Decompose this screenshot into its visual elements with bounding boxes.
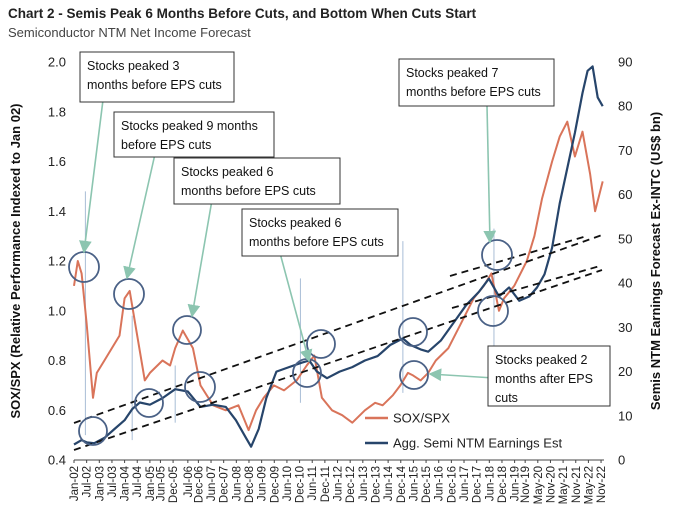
x-tick-label: Jun-14 (383, 465, 395, 501)
legend: SOX/SPX Agg. Semi NTM Earnings Est (365, 411, 562, 451)
y2-axis-title: Semis NTM Earnings Forecast Ex-INTC (US$… (648, 112, 663, 410)
callout-text: Stocks peaked 6 (181, 165, 273, 179)
x-tick-label: Dec-13 (370, 466, 382, 503)
y-tick-label: 1.2 (48, 254, 66, 269)
x-tick-label: Nov-21 (571, 466, 583, 503)
legend-earnings-label: Agg. Semi NTM Earnings Est (393, 436, 562, 451)
highlight-circle (478, 296, 508, 326)
x-tick-label: Dec-12 (345, 466, 357, 503)
highlight-circle (307, 330, 335, 358)
x-tick-label: Dec-16 (446, 466, 458, 503)
x-tick-label: Dec-08 (244, 466, 256, 503)
x-tick-label: Jun-16 (434, 466, 446, 501)
y2-tick-label: 80 (618, 99, 632, 114)
y-tick-label: 1.4 (48, 204, 66, 219)
y2-tick-label: 10 (618, 408, 632, 423)
callout-text: Stocks peaked 3 (87, 59, 179, 73)
highlight-circle (69, 252, 99, 282)
chart: 0.4 0.6 0.8 1.0 1.2 1.4 1.6 1.8 2.0 0 10 20 30 40 50 60… (0, 0, 675, 526)
trend-line (452, 266, 600, 308)
x-tick-label: Jun-05 (155, 466, 167, 501)
y-axis-title: SOX/SPX (Relative Performance Indexed to… (8, 103, 23, 418)
y-tick-label: 1.6 (48, 154, 66, 169)
y-tick-label: 1.0 (48, 303, 66, 318)
x-tick-label: Jul-02 (82, 466, 94, 497)
callout-text: months before EPS cuts (181, 184, 316, 198)
x-tick-label: Dec-07 (219, 466, 231, 503)
callout-text: months before EPS cuts (249, 235, 384, 249)
x-tick-label: May-21 (558, 466, 570, 504)
x-tick-label: Jun-15 (408, 466, 420, 501)
x-tick-label: Nov-20 (545, 466, 557, 503)
x-tick-label: Jul-04 (132, 465, 144, 497)
x-tick-label: Dec-10 (295, 466, 307, 503)
trend-line (450, 236, 587, 276)
x-tick-label: Dec-17 (472, 466, 484, 503)
x-tick-label: Jun-11 (307, 466, 319, 500)
x-tick-label: Dec-18 (497, 466, 509, 503)
x-tick-label: Jun-10 (282, 466, 294, 501)
highlight-circle (79, 417, 107, 445)
highlight-circle (114, 279, 144, 309)
highlight-circle (482, 240, 512, 270)
x-tick-label: Jun-09 (257, 466, 269, 501)
callout-text: Stocks peaked 7 (406, 66, 498, 80)
x-tick-label: Jan-03 (94, 466, 106, 501)
y-tick-label: 0.4 (48, 453, 66, 468)
x-tick-label: May-22 (583, 466, 595, 504)
callout-text: before EPS cuts (121, 138, 211, 152)
callout-text: cuts (495, 391, 518, 405)
highlight-circle (185, 372, 215, 402)
y2-tick-label: 40 (618, 276, 632, 291)
callout-text: months before EPS cuts (87, 78, 222, 92)
callout-arrow (487, 106, 490, 242)
callout-text: months before EPS cuts (406, 85, 541, 99)
x-tick-label: Dec-14 (396, 465, 408, 503)
x-tick-label: Jun-13 (358, 466, 370, 501)
y2-tick-label: 60 (618, 187, 632, 202)
callout-text: Stocks peaked 6 (249, 216, 341, 230)
y-tick-label: 1.8 (48, 104, 66, 119)
x-tick-label: Jun-08 (231, 466, 243, 501)
x-tick-label: Dec-05 (168, 466, 180, 503)
x-tick-label: Nov-22 (596, 466, 608, 503)
y2-tick-label: 50 (618, 231, 632, 246)
callout-arrow (84, 100, 103, 252)
x-tick-label: Jun-12 (333, 466, 345, 501)
callout-arrow (192, 200, 212, 316)
y2-tick-label: 0 (618, 453, 625, 468)
y2-tick-label: 90 (618, 55, 632, 70)
y2-tick-label: 20 (618, 364, 632, 379)
x-tick-label: Jul-03 (107, 466, 119, 497)
x-tick-label: May-20 (533, 466, 545, 504)
y-tick-label: 0.8 (48, 353, 66, 368)
x-tick-label: Jan-04 (120, 465, 132, 501)
x-tick-label: Nov-19 (520, 466, 532, 503)
x-tick-label: Jun-18 (484, 466, 496, 501)
x-tick-label: Jun-07 (206, 466, 218, 501)
x-tick-label: Jan-02 (69, 466, 81, 501)
x-tick-label: Dec-09 (269, 466, 281, 503)
x-tick-label: Jun-17 (459, 466, 471, 501)
callout-text: Stocks peaked 9 months (121, 119, 258, 133)
callouts: Stocks peaked 3 months before EPS cuts Sto… (80, 52, 610, 406)
x-tick-label: Dec-06 (193, 466, 205, 503)
y-tick-label: 0.6 (48, 403, 66, 418)
callout-arrow (430, 374, 494, 378)
callout-text: months after EPS (495, 372, 593, 386)
callout-text: Stocks peaked 2 (495, 353, 587, 367)
callout-arrow (127, 154, 155, 278)
y2-tick-label: 30 (618, 320, 632, 335)
legend-sox-label: SOX/SPX (393, 411, 450, 426)
x-tick-label: Dec-15 (421, 466, 433, 503)
x-tick-label: Dec-11 (320, 466, 332, 502)
y-tick-label: 2.0 (48, 55, 66, 70)
y2-tick-label: 70 (618, 143, 632, 158)
